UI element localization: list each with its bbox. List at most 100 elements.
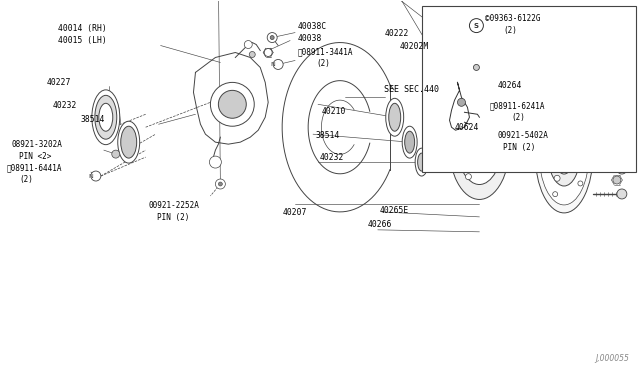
- Text: 40227: 40227: [47, 78, 72, 87]
- Text: 40202M: 40202M: [400, 42, 429, 51]
- Circle shape: [218, 90, 246, 118]
- Circle shape: [617, 164, 627, 174]
- Text: ©09363-6122G: ©09363-6122G: [485, 14, 541, 23]
- Ellipse shape: [95, 95, 116, 139]
- Ellipse shape: [386, 98, 404, 136]
- Circle shape: [580, 130, 586, 135]
- Text: ⓝ08911-6441A: ⓝ08911-6441A: [6, 163, 61, 172]
- Circle shape: [595, 128, 603, 136]
- Text: ⓝ08911-6241A: ⓝ08911-6241A: [490, 101, 545, 110]
- Text: 40038: 40038: [298, 33, 323, 42]
- Ellipse shape: [539, 103, 589, 205]
- Circle shape: [91, 171, 101, 181]
- Circle shape: [495, 159, 501, 165]
- Ellipse shape: [118, 121, 140, 163]
- Ellipse shape: [402, 126, 417, 158]
- Text: 08921-3202A: 08921-3202A: [11, 140, 62, 149]
- Circle shape: [264, 48, 272, 57]
- Ellipse shape: [121, 126, 137, 158]
- Ellipse shape: [449, 85, 510, 199]
- Circle shape: [573, 165, 579, 171]
- Text: (2): (2): [511, 113, 525, 122]
- Text: N: N: [271, 62, 276, 67]
- Circle shape: [553, 192, 557, 197]
- Circle shape: [463, 74, 479, 90]
- Ellipse shape: [465, 114, 494, 170]
- Circle shape: [244, 41, 252, 48]
- Circle shape: [469, 19, 483, 33]
- Circle shape: [467, 78, 476, 86]
- Circle shape: [617, 109, 627, 119]
- Text: 40265E: 40265E: [380, 206, 409, 215]
- Ellipse shape: [388, 103, 401, 131]
- Circle shape: [465, 174, 472, 180]
- Text: SEE SEC.440: SEE SEC.440: [384, 85, 439, 94]
- Text: 40266: 40266: [368, 220, 392, 229]
- Text: 40232: 40232: [320, 153, 344, 162]
- Circle shape: [456, 83, 463, 92]
- Ellipse shape: [99, 103, 113, 131]
- Circle shape: [557, 109, 562, 114]
- Circle shape: [218, 182, 222, 186]
- Circle shape: [270, 36, 274, 39]
- Text: PIN <2>: PIN <2>: [19, 152, 51, 161]
- Circle shape: [568, 127, 574, 133]
- Circle shape: [112, 150, 120, 158]
- Text: 00921-2252A: 00921-2252A: [148, 201, 200, 210]
- Circle shape: [216, 179, 225, 189]
- Text: 40232: 40232: [53, 101, 77, 110]
- Text: PIN (2): PIN (2): [157, 213, 189, 222]
- Circle shape: [556, 146, 572, 162]
- Circle shape: [249, 51, 255, 58]
- Text: J,000055: J,000055: [595, 355, 629, 363]
- Circle shape: [267, 33, 277, 42]
- Circle shape: [209, 156, 221, 168]
- Circle shape: [458, 98, 465, 106]
- Circle shape: [549, 137, 555, 143]
- Ellipse shape: [554, 134, 574, 174]
- Circle shape: [578, 181, 583, 186]
- Text: N: N: [598, 60, 604, 65]
- Circle shape: [617, 134, 627, 144]
- Circle shape: [488, 105, 493, 110]
- Circle shape: [613, 176, 621, 184]
- Text: 40207: 40207: [282, 208, 307, 217]
- Text: 40210: 40210: [322, 107, 346, 116]
- Circle shape: [605, 153, 613, 161]
- Ellipse shape: [472, 129, 486, 155]
- Text: 40222: 40222: [385, 29, 409, 38]
- Circle shape: [472, 134, 488, 150]
- Text: S: S: [474, 23, 479, 29]
- Circle shape: [211, 82, 254, 126]
- Circle shape: [451, 68, 458, 76]
- Circle shape: [617, 189, 627, 199]
- Text: 40014 (RH): 40014 (RH): [58, 23, 107, 33]
- Ellipse shape: [535, 95, 593, 213]
- Ellipse shape: [548, 122, 580, 186]
- Circle shape: [273, 60, 283, 70]
- Circle shape: [540, 147, 545, 152]
- Text: (2): (2): [316, 60, 330, 68]
- Text: 00921-5402A: 00921-5402A: [497, 131, 548, 140]
- Circle shape: [452, 39, 470, 57]
- Text: N: N: [88, 173, 93, 179]
- Text: 40015 (LH): 40015 (LH): [58, 36, 107, 45]
- Ellipse shape: [92, 90, 120, 145]
- Text: 40264: 40264: [497, 81, 522, 90]
- Circle shape: [458, 119, 463, 125]
- Text: ⓝ08911-3441A: ⓝ08911-3441A: [298, 48, 353, 57]
- Text: (2): (2): [503, 26, 517, 35]
- Bar: [422, 6, 636, 172]
- Text: PIN (2): PIN (2): [503, 143, 536, 152]
- Circle shape: [456, 42, 467, 52]
- Text: 40038C: 40038C: [298, 22, 327, 31]
- Circle shape: [554, 175, 560, 181]
- Text: 38514: 38514: [316, 131, 340, 140]
- Text: (2): (2): [19, 175, 33, 184]
- Ellipse shape: [418, 153, 426, 171]
- Circle shape: [474, 64, 479, 70]
- Ellipse shape: [456, 100, 502, 185]
- Circle shape: [601, 58, 611, 67]
- Text: 40624: 40624: [454, 123, 479, 132]
- Ellipse shape: [415, 148, 428, 176]
